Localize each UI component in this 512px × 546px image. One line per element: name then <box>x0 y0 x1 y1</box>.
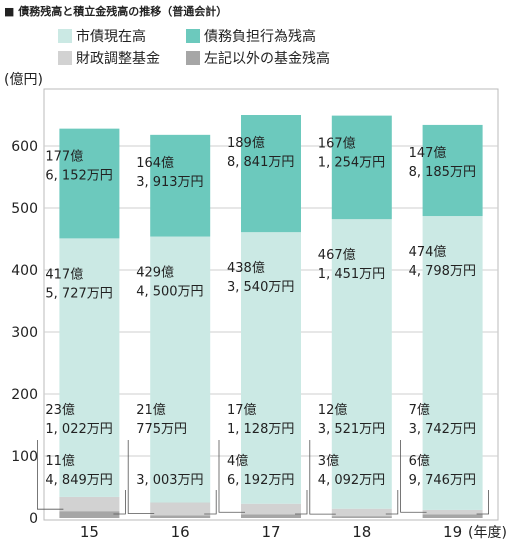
x-axis: 15 16 17 18 19 <box>80 523 462 541</box>
data-label-0-18-0: 467億 <box>318 247 356 263</box>
data-label-3-17-1: 6, 192万円 <box>227 473 294 488</box>
callout-fund-18 <box>309 440 336 515</box>
bar-財政調整基金-18 <box>331 508 392 517</box>
data-labels: 177億 6, 152万円 417億 5, 727万円 23億 1, 022万円 11億 4,… <box>45 135 476 488</box>
data-label-3-19-0: 6億 <box>409 453 430 469</box>
data-label-3-15-0: 11億 <box>45 453 75 469</box>
data-label-2-15-1: 1, 022万円 <box>45 422 112 437</box>
x-unit-label: (年度) <box>468 525 507 541</box>
bar-市債現在高-18 <box>331 219 392 509</box>
legend-swatch-2 <box>58 51 72 65</box>
legend-swatch-0 <box>58 29 72 43</box>
data-label-3-18-1: 4, 092万円 <box>318 473 385 488</box>
callout-fund-19 <box>400 440 427 513</box>
data-label-3-19-1: 9, 746万円 <box>409 473 476 488</box>
legend-label-2: 財政調整基金 <box>76 50 160 67</box>
y-tick-label-3: 300 <box>11 325 38 341</box>
bar-債務負担行為残高-17 <box>241 115 301 233</box>
y-tick-label-2: 200 <box>11 387 38 403</box>
data-label-0-17-0: 438億 <box>227 260 265 276</box>
data-label-0-16-0: 429億 <box>136 265 174 281</box>
bar-財政調整基金-16 <box>150 502 211 516</box>
bar-財政調整基金-15 <box>59 496 120 512</box>
bar-債務負担行為残高-19 <box>422 124 483 217</box>
data-label-1-17-1: 8, 841万円 <box>227 155 294 170</box>
data-label-2-17-0: 17億 <box>227 402 257 418</box>
y-tick-label-5: 500 <box>11 201 38 217</box>
y-tick-label-1: 100 <box>11 449 38 465</box>
data-label-1-15-0: 177億 <box>45 149 83 165</box>
data-label-1-18-1: 1, 254万円 <box>318 156 385 171</box>
callout-other-15 <box>113 490 126 515</box>
data-label-1-17-0: 189億 <box>227 135 265 151</box>
bar-市債現在高-17 <box>241 232 301 504</box>
data-label-2-18-0: 12億 <box>318 402 348 418</box>
data-label-1-15-1: 6, 152万円 <box>45 169 112 184</box>
data-label-2-18-1: 3, 521万円 <box>318 422 385 437</box>
data-label-3-15-1: 4, 849万円 <box>45 473 112 488</box>
x-tick-label-17: 17 <box>261 523 280 541</box>
bar-左記以外の基金残高-15 <box>59 511 120 518</box>
bar-左記以外の基金残高-17 <box>241 514 301 518</box>
x-tick-label-16: 16 <box>171 523 190 541</box>
data-label-2-19-1: 3, 742万円 <box>409 422 476 437</box>
bar-債務負担行為残高-18 <box>331 115 392 220</box>
bar-市債現在高-16 <box>150 236 211 503</box>
callout-other-17 <box>295 490 308 515</box>
y-tick-label-6: 600 <box>11 139 38 155</box>
data-label-1-18-0: 167億 <box>318 136 356 152</box>
data-label-0-19-1: 4, 798万円 <box>409 264 476 279</box>
legend-label-1: 債務負担行為残高 <box>204 28 316 45</box>
x-tick-label-15: 15 <box>80 523 99 541</box>
bar-左記以外の基金残高-19 <box>422 514 483 518</box>
callout-fund-15 <box>37 440 64 510</box>
callout-other-18 <box>385 490 399 515</box>
data-label-2-16-1: 775万円 <box>136 422 187 437</box>
bar-財政調整基金-19 <box>422 509 483 515</box>
chart-title: ■ 債務残高と積立金残高の推移（普通会計） <box>4 4 227 18</box>
bar-市債現在高-19 <box>422 216 483 510</box>
data-label-0-15-1: 5, 727万円 <box>45 286 112 301</box>
data-label-0-18-1: 1, 451万円 <box>318 267 385 282</box>
callout-fund-16 <box>127 440 155 514</box>
data-label-2-19-0: 7億 <box>409 402 430 418</box>
callout-other-19 <box>476 490 490 515</box>
data-label-3-16-1: 3, 003万円 <box>136 473 203 488</box>
data-label-0-16-1: 4, 500万円 <box>136 285 203 300</box>
legend-swatch-3 <box>186 51 200 65</box>
data-label-1-16-1: 3, 913万円 <box>136 175 203 190</box>
callout-lines <box>37 440 490 515</box>
callout-fund-17 <box>218 440 245 513</box>
legend-swatch-1 <box>186 29 200 43</box>
data-label-1-19-1: 8, 185万円 <box>409 165 476 180</box>
y-tick-label-4: 400 <box>11 263 38 279</box>
data-label-2-16-0: 21億 <box>136 402 166 418</box>
bar-債務負担行為残高-16 <box>150 134 211 237</box>
data-label-1-16-0: 164億 <box>136 155 174 171</box>
y-unit-label: (億円) <box>4 72 43 88</box>
data-label-0-15-0: 417億 <box>45 266 83 282</box>
data-label-0-19-0: 474億 <box>409 244 447 260</box>
data-label-3-17-0: 4億 <box>227 453 248 469</box>
data-label-1-19-0: 147億 <box>409 145 447 161</box>
y-tick-label-0: 0 <box>29 511 38 527</box>
bar-財政調整基金-17 <box>241 503 301 515</box>
bar-債務負担行為残高-15 <box>59 128 120 239</box>
data-label-0-17-1: 3, 540万円 <box>227 280 294 295</box>
data-label-3-18-0: 3億 <box>318 453 339 469</box>
x-tick-label-18: 18 <box>352 523 371 541</box>
callout-other-16 <box>204 490 217 515</box>
bar-市債現在高-15 <box>59 238 120 497</box>
bar-左記以外の基金残高-18 <box>331 516 392 518</box>
legend-label-3: 左記以外の基金残高 <box>204 50 330 67</box>
legend-label-0: 市債現在高 <box>76 28 146 45</box>
y-axis: 0 100 200 300 400 500 600 <box>11 139 38 527</box>
bar-左記以外の基金残高-16 <box>150 515 211 518</box>
data-label-2-15-0: 23億 <box>45 402 75 418</box>
x-tick-label-19: 19 <box>443 523 462 541</box>
data-label-2-17-1: 1, 128万円 <box>227 422 294 437</box>
bars-group <box>59 115 483 518</box>
